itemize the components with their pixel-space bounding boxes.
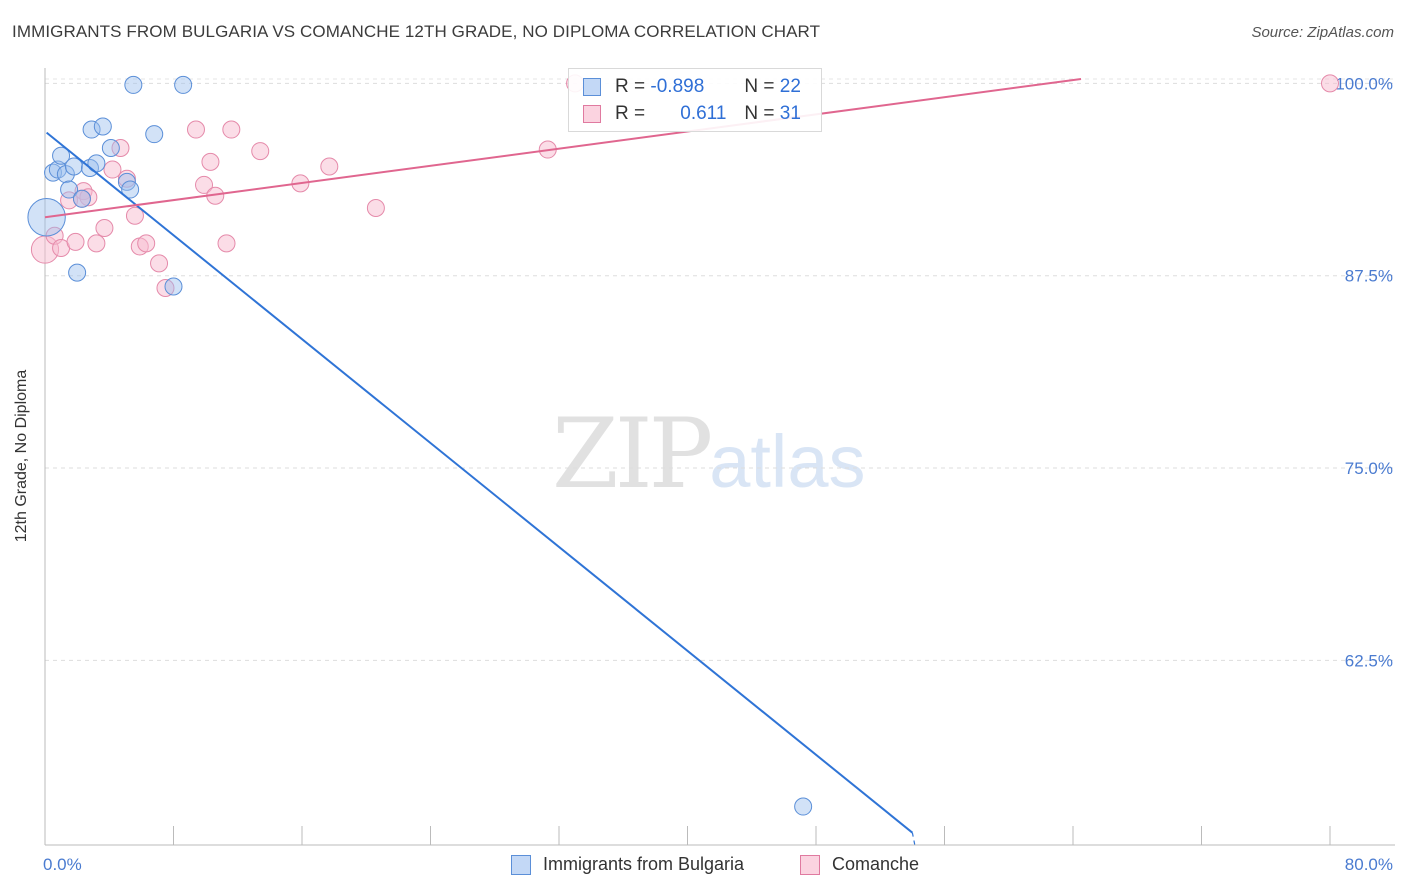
point-comanche [222, 120, 241, 139]
point-comanche [1321, 74, 1339, 93]
stats-legend: R = -0.898 N = 22 R = 0.611 N = 31 [568, 68, 822, 132]
stats-row-bulgaria: R = -0.898 N = 22 [583, 75, 801, 99]
point-comanche [66, 232, 85, 251]
point-bulgaria [72, 189, 91, 208]
point-comanche [95, 219, 114, 238]
point-comanche [320, 157, 339, 176]
point-comanche [137, 234, 156, 253]
legend-label-comanche: Comanche [832, 854, 920, 874]
point-comanche [150, 254, 169, 273]
y-tick-label: 100.0% [1335, 74, 1393, 93]
point-comanche [366, 199, 385, 218]
point-comanche [125, 206, 144, 225]
point-bulgaria [121, 180, 140, 199]
n-value: 22 [779, 76, 801, 97]
r-value: 0.611 [680, 103, 727, 124]
point-bulgaria [101, 139, 120, 158]
point-bulgaria [60, 180, 79, 199]
legend-item-bulgaria[interactable]: Immigrants from Bulgaria [511, 854, 744, 875]
point-comanche [201, 152, 220, 171]
chart-title: IMMIGRANTS FROM BULGARIA VS COMANCHE 12T… [12, 22, 821, 41]
point-comanche [251, 142, 270, 161]
point-bulgaria [44, 163, 63, 182]
point-bulgaria [93, 117, 112, 136]
n-value: 31 [779, 103, 801, 124]
legend-swatch-comanche [800, 854, 820, 875]
point-comanche [195, 175, 214, 194]
legend-swatch-bulgaria [511, 854, 531, 875]
n-label: N = [744, 103, 775, 124]
legend-item-comanche[interactable]: Comanche [800, 854, 919, 875]
point-comanche [217, 234, 236, 253]
point-bulgaria [82, 120, 101, 139]
point-bulgaria [64, 157, 83, 176]
point-bulgaria [68, 263, 87, 282]
x-tick-label: 0.0% [43, 855, 82, 874]
r-label: R = [615, 76, 646, 97]
y-tick-label: 75.0% [1345, 459, 1393, 478]
y-tick-label: 87.5% [1345, 267, 1393, 286]
trend-line-comanche [44, 78, 1082, 219]
point-comanche [111, 139, 130, 158]
point-bulgaria [794, 797, 813, 816]
n-label: N = [744, 76, 775, 97]
trend-line-bulgaria-extension [911, 832, 916, 847]
watermark-zip: ZIP [552, 398, 713, 510]
point-comanche [186, 120, 205, 139]
r-label: R = [615, 103, 646, 124]
point-comanche [103, 160, 122, 179]
point-bulgaria [145, 125, 164, 144]
legend-swatch-comanche [583, 105, 601, 123]
watermark: ZIPatlas [552, 398, 866, 510]
series-legend: Immigrants from Bulgaria Comanche [0, 852, 1406, 878]
point-bulgaria [124, 75, 143, 94]
legend-swatch-bulgaria [583, 78, 601, 96]
trend-line-bulgaria [45, 131, 914, 834]
point-bulgaria [52, 146, 71, 165]
legend-label-bulgaria: Immigrants from Bulgaria [543, 854, 745, 874]
y-tick-label: 62.5% [1345, 651, 1393, 670]
point-bulgaria [164, 277, 183, 296]
point-bulgaria [174, 75, 193, 94]
x-tick-label: 80.0% [1345, 855, 1393, 874]
watermark-atlas: atlas [709, 420, 866, 503]
source-label: Source: ZipAtlas.com [1251, 24, 1394, 41]
point-comanche [87, 234, 106, 253]
stats-row-comanche: R = 0.611 N = 31 [583, 102, 801, 126]
r-value: -0.898 [650, 76, 705, 97]
